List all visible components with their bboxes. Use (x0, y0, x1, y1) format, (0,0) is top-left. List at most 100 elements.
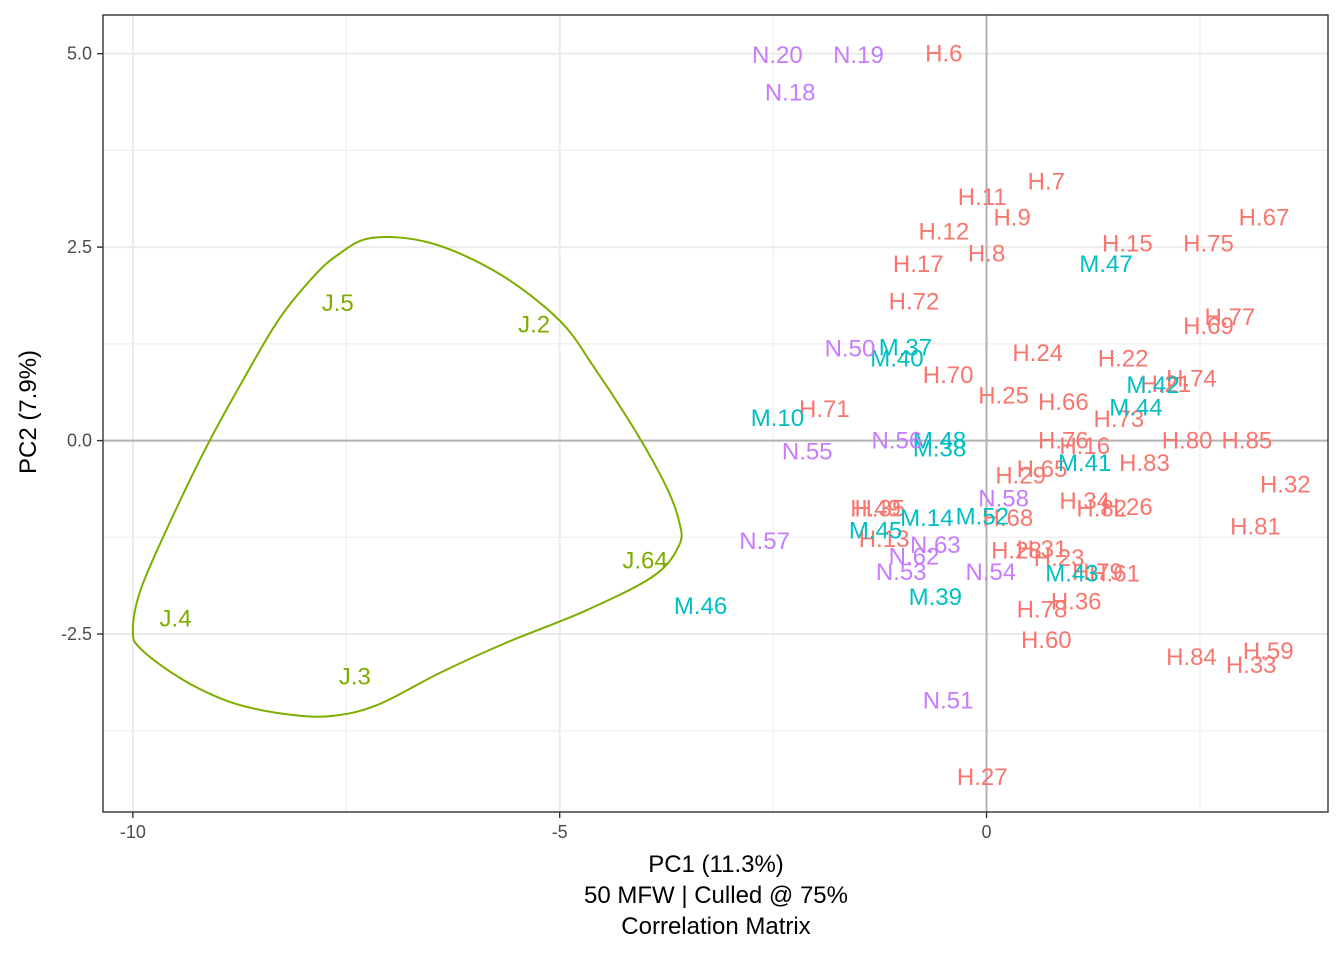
point-label-n-54: N.54 (965, 559, 1016, 586)
point-label-h-74: H.74 (1166, 366, 1217, 393)
point-label-h-12: H.12 (919, 219, 970, 246)
point-label-j-5: J.5 (322, 290, 354, 317)
point-label-m-40: M.40 (870, 346, 923, 373)
point-label-h-49: H.49 (850, 496, 901, 523)
point-label-h-73: H.73 (1094, 406, 1145, 433)
point-label-h-78: H.78 (1017, 596, 1068, 623)
point-label-n-55: N.55 (782, 438, 833, 465)
point-label-m-52: M.52 (956, 503, 1009, 530)
point-label-h-79: H.79 (1072, 559, 1123, 586)
point-label-n-53: N.53 (876, 559, 927, 586)
point-label-m-39: M.39 (909, 584, 962, 611)
point-label-h-28: H.28 (991, 537, 1042, 564)
point-label-m-42: M.42 (1126, 372, 1179, 399)
point-label-n-19: N.19 (833, 42, 884, 69)
point-label-m-45: M.45 (849, 517, 902, 544)
point-label-h-22: H.22 (1098, 346, 1149, 373)
point-label-h-75: H.75 (1183, 230, 1234, 257)
point-label-h-16: H.16 (1059, 433, 1110, 460)
j-group-ellipse (131, 236, 683, 718)
point-label-m-46: M.46 (674, 593, 727, 620)
point-label-h-31: H.31 (1017, 536, 1068, 563)
point-label-h-17: H.17 (893, 251, 944, 278)
point-label-h-24: H.24 (1012, 340, 1063, 367)
point-label-n-50: N.50 (825, 336, 876, 363)
point-label-h-84: H.84 (1166, 644, 1217, 671)
point-label-m-38: M.38 (913, 435, 966, 462)
point-label-h-67: H.67 (1239, 205, 1290, 232)
y-tick-label: -2.5 (61, 624, 92, 644)
point-label-h-61: H.61 (1089, 561, 1140, 588)
point-label-h-8: H.8 (968, 240, 1005, 267)
point-label-n-51: N.51 (923, 688, 974, 715)
point-label-h-69: H.69 (1183, 313, 1234, 340)
point-label-n-58: N.58 (978, 486, 1029, 513)
point-label-h-72: H.72 (889, 288, 940, 315)
point-label-h-70: H.70 (923, 362, 974, 389)
point-label-h-15: H.15 (1102, 230, 1153, 257)
point-label-m-44: M.44 (1109, 394, 1162, 421)
point-labels: H.6 H.7 H.11H.9 H.12H.8 H.17 H.67 H.15 H.75 H.72… (160, 41, 1311, 791)
point-label-h-35: H.35 (854, 496, 905, 523)
point-label-h-76: H.76 (1038, 428, 1089, 455)
point-label-h-23: H.23 (1034, 545, 1085, 572)
reference-lines (103, 15, 1328, 812)
point-label-h-68: H.68 (983, 505, 1034, 532)
point-label-m-41: M.41 (1058, 450, 1111, 477)
point-label-j-3: J.3 (339, 664, 371, 691)
plot-panel-border (102, 14, 1329, 813)
point-label-m-37: M.37 (879, 335, 932, 362)
point-label-h-25: H.25 (978, 383, 1029, 410)
x-axis-title-line-2: 50 MFW | Culled @ 75% (584, 882, 848, 909)
point-label-h-21: H.21 (1140, 371, 1191, 398)
x-axis-title-line-3: Correlation Matrix (621, 913, 810, 940)
point-label-h-29: H.29 (995, 462, 1046, 489)
y-tick-label: 2.5 (67, 237, 92, 257)
point-label-h-65: H.65 (1017, 456, 1068, 483)
x-tick-label: -5 (552, 822, 568, 842)
y-tick-label: 0.0 (67, 431, 92, 451)
point-label-h-32: H.32 (1260, 472, 1311, 499)
point-label-n-18: N.18 (765, 79, 816, 106)
point-label-m-10: M.10 (751, 405, 804, 432)
point-label-h-66: H.66 (1038, 389, 1089, 416)
x-axis-title-line-1: PC1 (11.3%) (648, 851, 784, 878)
point-label-n-56: N.56 (872, 428, 923, 455)
point-label-h-27: H.27 (957, 764, 1008, 791)
point-label-h-83: H.83 (1119, 450, 1170, 477)
point-label-h-71: H.71 (799, 396, 850, 423)
point-label-j-4: J.4 (160, 606, 192, 633)
point-label-j-2: J.2 (518, 312, 550, 339)
point-label-h-34: H.34 (1059, 488, 1110, 515)
point-label-h-26: H.26 (1102, 494, 1153, 521)
point-label-m-43: M.43 (1045, 561, 1098, 588)
x-tick-label: 0 (982, 822, 992, 842)
point-label-h-85: H.85 (1222, 428, 1273, 455)
point-label-n-63: N.63 (910, 532, 961, 559)
point-label-h-11: H.11 (958, 184, 1007, 211)
point-label-h-36: H.36 (1051, 589, 1102, 616)
y-tick-label: 5.0 (67, 44, 92, 64)
point-label-n-57: N.57 (739, 528, 790, 555)
point-label-h-81: H.81 (1230, 513, 1281, 540)
point-label-j-64: J.64 (622, 548, 667, 575)
point-label-m-48: M.48 (913, 428, 966, 455)
y-axis-ticks: 5.0 2.5 0.0 -2.5 (61, 44, 103, 644)
point-label-h-9: H.9 (993, 205, 1030, 232)
y-axis-title: PC2 (7.9%) (15, 350, 42, 474)
point-label-h-82: H.82 (1076, 496, 1127, 523)
point-label-h-33: H.33 (1226, 652, 1277, 679)
point-label-n-62: N.62 (889, 544, 940, 571)
x-axis-ticks: -10 -5 0 (120, 812, 992, 842)
ellipse-layer (131, 236, 683, 718)
point-label-m-47: M.47 (1079, 251, 1132, 278)
x-tick-label: -10 (120, 822, 146, 842)
point-label-h-77: H.77 (1204, 304, 1255, 331)
point-label-h-80: H.80 (1162, 428, 1213, 455)
point-label-h-60: H.60 (1021, 627, 1072, 654)
point-label-m-14: M.14 (900, 505, 953, 532)
point-label-h-13: H.13 (859, 526, 910, 553)
point-label-h-6: H.6 (925, 41, 962, 68)
point-label-h-7: H.7 (1028, 168, 1065, 195)
